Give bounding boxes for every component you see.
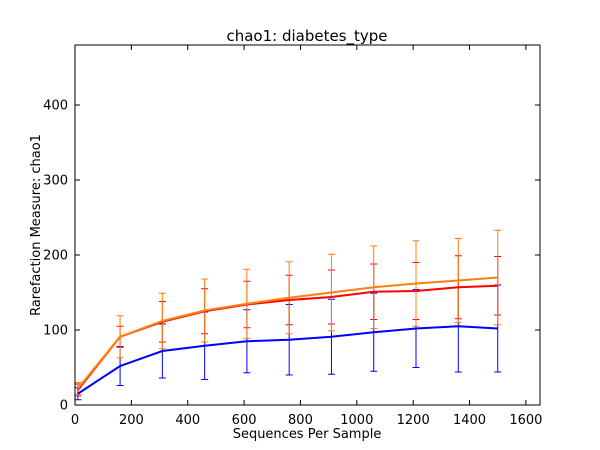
x-tick-label: 0: [71, 413, 79, 428]
x-tick-label: 800: [288, 413, 313, 428]
chart-title: chao1: diabetes_type: [226, 27, 387, 46]
series-3: [74, 229, 502, 395]
x-axis-label: Sequences Per Sample: [233, 427, 382, 442]
series-line-3: [77, 276, 498, 390]
axes: 0 200 400 600 800 1000 1200 1400 1600 0 100 200 300 4…: [43, 45, 542, 428]
y-axis-label: Rarefaction Measure: chao1: [29, 134, 44, 316]
x-tick-label: 1200: [397, 413, 430, 428]
series-line-2: [77, 284, 498, 391]
y-tick-label: 100: [43, 324, 68, 339]
y-tick-label: 400: [43, 99, 68, 114]
series-line-1: [77, 325, 498, 395]
y-tick-label: 200: [43, 249, 68, 264]
plot-area: [74, 229, 502, 401]
x-tick-label: 1000: [340, 413, 373, 428]
y-tick-label: 0: [60, 399, 68, 414]
x-tick-label: 400: [175, 413, 200, 428]
plot-frame: [74, 44, 541, 406]
x-tick-label: 200: [119, 413, 144, 428]
x-tick-label: 1600: [509, 413, 542, 428]
x-tick-label: 1400: [453, 413, 486, 428]
y-tick-label: 300: [43, 174, 68, 189]
x-tick-label: 600: [232, 413, 257, 428]
